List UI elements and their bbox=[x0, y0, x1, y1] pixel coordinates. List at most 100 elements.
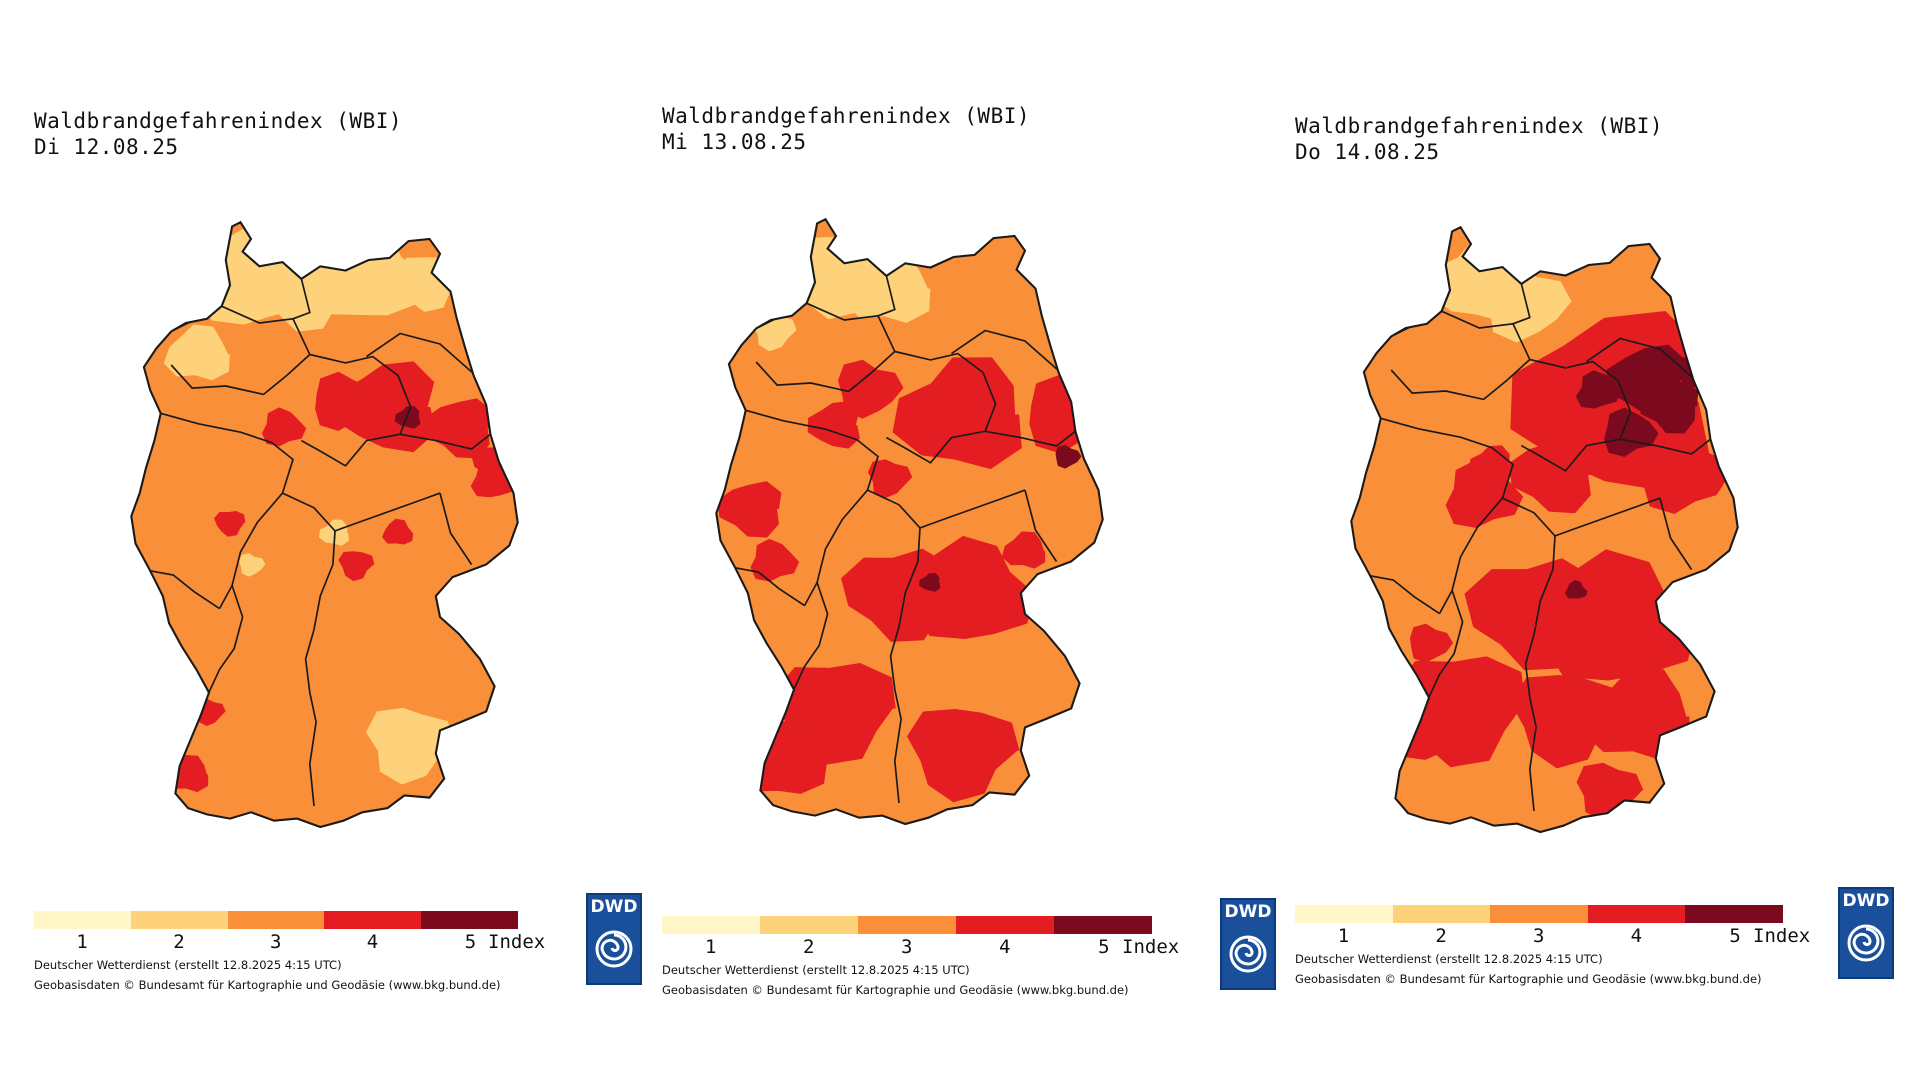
state-border bbox=[1390, 310, 1531, 401]
legend-label-3: 3 bbox=[901, 936, 913, 958]
legend-swatch-3 bbox=[1490, 905, 1588, 923]
state-border bbox=[791, 582, 829, 695]
wbi-zone-level-4 bbox=[470, 459, 516, 498]
legend-label-3: 3 bbox=[270, 931, 282, 953]
legend-swatch-2 bbox=[760, 916, 858, 934]
wbi-zone-level-4 bbox=[261, 407, 307, 447]
legend-swatch-5 bbox=[421, 911, 518, 929]
wbi-zone-level-4 bbox=[750, 538, 800, 582]
legend-color-bar bbox=[662, 916, 1152, 934]
wbi-zone-level-5 bbox=[1575, 370, 1621, 409]
dwd-swirl-icon bbox=[595, 930, 633, 968]
wbi-zone-level-4 bbox=[214, 510, 246, 537]
legend-color-bar bbox=[34, 911, 518, 929]
legend-label-5: 5 bbox=[1098, 936, 1110, 958]
dwd-logo: DWD bbox=[586, 893, 642, 985]
state-border bbox=[170, 305, 311, 396]
wbi-zone-level-4 bbox=[1409, 623, 1454, 664]
state-border bbox=[1586, 337, 1697, 382]
legend-labels: 1 2 3 4 5 Index bbox=[662, 934, 1179, 960]
state-border bbox=[1024, 489, 1058, 562]
credits-line-2: Geobasisdaten © Bundesamt für Kartograph… bbox=[1295, 972, 1762, 986]
wbi-zone-level-4 bbox=[867, 459, 913, 499]
country-border bbox=[130, 220, 519, 829]
dwd-logo: DWD bbox=[1220, 898, 1276, 990]
panel-title: Waldbrandgefahrenindex (WBI) Do 14.08.25 bbox=[1295, 113, 1663, 165]
state-border bbox=[745, 409, 879, 607]
map-panel-2: Waldbrandgefahrenindex (WBI) Mi 13.08.25… bbox=[630, 0, 1276, 1080]
legend-swatch-5 bbox=[1685, 905, 1783, 923]
legend-label-2: 2 bbox=[1435, 925, 1447, 947]
panel-title-text: Waldbrandgefahrenindex (WBI) bbox=[34, 109, 403, 133]
state-border bbox=[150, 569, 220, 610]
wbi-zone-level-5 bbox=[1638, 381, 1699, 434]
panel-date: Mi 13.08.25 bbox=[662, 130, 807, 154]
map-panel-1: Waldbrandgefahrenindex (WBI) Di 12.08.25… bbox=[0, 0, 642, 1080]
germany-wbi-map bbox=[715, 217, 1104, 826]
credits: Deutscher Wetterdienst (erstellt 12.8.20… bbox=[34, 955, 501, 995]
germany-wbi-map bbox=[130, 220, 519, 829]
legend-label-1: 1 bbox=[76, 931, 88, 953]
state-border bbox=[1426, 590, 1464, 703]
legend-unit-label: Index bbox=[488, 931, 546, 953]
wbi-zone-level-4 bbox=[1510, 675, 1624, 769]
credits-line-2: Geobasisdaten © Bundesamt für Kartograph… bbox=[662, 983, 1129, 997]
state-border bbox=[399, 433, 491, 450]
wbi-zone-level-2 bbox=[1484, 263, 1572, 343]
state-border bbox=[1619, 438, 1711, 455]
germany-wbi-map bbox=[1350, 225, 1739, 834]
wbi-zone-level-4 bbox=[424, 398, 493, 459]
legend-unit-label: Index bbox=[1753, 925, 1811, 947]
country-border bbox=[715, 217, 1104, 826]
legend-swatch-5 bbox=[1054, 916, 1152, 934]
dwd-swirl-icon bbox=[1229, 935, 1267, 973]
legend: 1 2 3 4 5 Index bbox=[1295, 905, 1810, 949]
wbi-zone-level-4 bbox=[912, 535, 1037, 639]
credits-line-1: Deutscher Wetterdienst (erstellt 12.8.20… bbox=[1295, 952, 1603, 966]
credits: Deutscher Wetterdienst (erstellt 12.8.20… bbox=[1295, 949, 1762, 989]
wbi-zone-level-4 bbox=[906, 709, 1020, 803]
credits: Deutscher Wetterdienst (erstellt 12.8.20… bbox=[662, 960, 1129, 1000]
legend: 1 2 3 4 5 Index bbox=[34, 911, 545, 955]
country-border bbox=[1350, 225, 1739, 834]
legend-swatch-2 bbox=[130, 911, 228, 929]
state-border bbox=[206, 585, 244, 698]
legend-swatch-3 bbox=[227, 911, 325, 929]
state-border bbox=[304, 530, 336, 807]
wbi-zone-level-2 bbox=[239, 553, 266, 577]
wbi-zone-level-4 bbox=[1509, 437, 1595, 514]
wbi-zone-level-2 bbox=[842, 248, 931, 323]
wbi-zone-level-4 bbox=[837, 359, 904, 419]
state-border bbox=[439, 492, 473, 565]
legend-swatch-1 bbox=[34, 911, 131, 929]
legend-unit-label: Index bbox=[1122, 936, 1180, 958]
state-border bbox=[1370, 574, 1440, 615]
state-border bbox=[282, 492, 441, 532]
state-border bbox=[300, 353, 412, 467]
state-border bbox=[1659, 497, 1693, 570]
legend-swatch-1 bbox=[1295, 905, 1393, 923]
wbi-zone-level-2 bbox=[318, 519, 349, 546]
state-border bbox=[984, 430, 1076, 447]
state-border bbox=[366, 332, 477, 377]
state-border bbox=[160, 412, 294, 610]
legend-labels: 1 2 3 4 5 Index bbox=[34, 929, 545, 955]
credits-line-2: Geobasisdaten © Bundesamt für Kartograph… bbox=[34, 978, 501, 992]
panel-title-text: Waldbrandgefahrenindex (WBI) bbox=[1295, 114, 1664, 138]
state-border bbox=[1502, 497, 1661, 537]
panel-date: Di 12.08.25 bbox=[34, 135, 179, 159]
panel-title: Waldbrandgefahrenindex (WBI) Mi 13.08.25 bbox=[662, 103, 1030, 155]
dwd-logo-text: DWD bbox=[590, 897, 638, 917]
wbi-zone-level-2 bbox=[365, 707, 456, 785]
dwd-swirl-icon bbox=[1847, 924, 1885, 962]
state-border bbox=[867, 489, 1026, 529]
legend-swatch-4 bbox=[324, 911, 422, 929]
map-panel-3: Waldbrandgefahrenindex (WBI) Do 14.08.25… bbox=[1265, 0, 1905, 1080]
legend-label-1: 1 bbox=[1337, 925, 1350, 947]
legend-swatch-4 bbox=[1587, 905, 1686, 923]
wbi-zone-level-4 bbox=[1643, 434, 1730, 515]
state-border bbox=[889, 527, 921, 804]
panel-title-text: Waldbrandgefahrenindex (WBI) bbox=[662, 104, 1031, 128]
wbi-zone-level-5 bbox=[918, 572, 941, 592]
state-border bbox=[885, 350, 997, 464]
